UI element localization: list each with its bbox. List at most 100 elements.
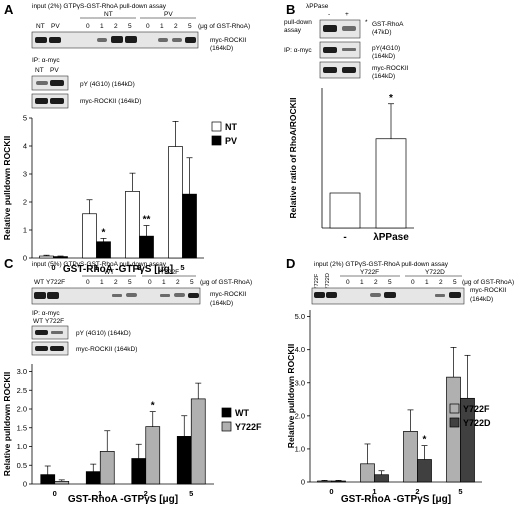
ip-band-label-c-2: myc-ROCKII (164kD) [76,346,137,353]
svg-text:5: 5 [188,23,192,30]
bar [39,255,54,259]
significance-label: * [389,93,393,104]
bar [329,192,361,229]
ip-lane-c-2: Y722F [45,318,64,325]
y-tick-label: 0 [23,480,27,489]
legend-label: Y722F [235,422,262,432]
legend-swatch [449,403,460,414]
y-axis-label: Relative pulldown ROCKII [2,372,12,476]
bar [139,235,154,259]
y-tick-label: 4 [23,142,27,151]
x-tick-label: 2 [415,487,419,496]
bar [375,138,407,229]
ip-band-label-a-1: pY (4G10) (164kD) [80,81,135,88]
bar [125,191,140,259]
blot-header-c: input (5%) GTPγS-GST-RhoA pull-down assa… [32,261,167,268]
x-tick-label: λPPase [373,232,409,243]
input-lane-a-1: NT [36,23,45,30]
bar [360,463,375,483]
bar [176,436,192,485]
y-tick-label: 1 [23,226,27,235]
y-tick-label: 1.0 [17,442,27,451]
svg-text:5: 5 [128,23,132,30]
band-size-a: (164kD) [210,45,233,52]
legend-label: Y722D [463,418,491,428]
blot-header-a: input (2%) GTPγS-GST-RhoA pull-down assa… [32,3,167,10]
legend-label: Y722F [463,404,490,414]
bar [131,458,147,485]
y-axis-label: Relative pulldown ROCKII [2,136,12,240]
ip-label-a: IP: α-myc [32,57,60,64]
y-tick-label: 3 [23,170,27,179]
group-label-a-2: PV [164,11,173,18]
svg-text:1: 1 [425,279,429,286]
ip-lane-a-2: PV [50,67,59,74]
legend-label: NT [225,122,237,132]
lambda-label-b: λPPase [306,3,329,10]
svg-text:1: 1 [360,279,364,286]
svg-text:2: 2 [174,23,178,30]
x-axis-label: GST-RhoA -GTPγS [μg] [63,264,173,275]
input-lane-c-2: Y722F [46,279,65,286]
y-tick-label: 2.0 [295,411,305,420]
y-tick-label: 2.5 [17,386,27,395]
band-size-d: (164kD) [470,296,493,303]
ip-label-c: IP: α-myc [32,310,60,317]
x-tick-label: 2 [137,263,141,272]
significance-label: * [102,227,106,238]
panel-d: D input (2%) GTPγS-GST-RhoA pull-down as… [286,256,514,505]
y-tick-label: 0 [23,254,27,263]
svg-text:0: 0 [86,279,90,286]
y-tick-label: 3.0 [295,378,305,387]
band-rock-size-b: (164kD) [372,73,395,80]
svg-text:0: 0 [346,279,350,286]
unit-note-d: (μg of GST-RhoA) [462,279,514,286]
svg-text:5: 5 [388,279,392,286]
svg-text:5: 5 [128,279,132,286]
bar [374,474,389,483]
significance-label: ** [143,215,151,226]
bar [317,480,332,483]
svg-text:2: 2 [374,279,378,286]
x-tick-label: 0 [329,487,333,496]
y-tick-label: 0 [301,478,305,487]
bar [417,459,432,483]
bar [96,241,111,259]
x-tick-label: 2 [144,489,148,498]
x-tick-label: 1 [372,487,376,496]
x-axis-label: GST-RhoA -GTPγS [μg] [341,494,451,505]
unit-note-c: (μg of GST-RhoA) [200,279,252,286]
band-label-a: myc-ROCKII [210,37,247,44]
blot-rock-b [319,61,361,79]
lambda-lane-b-2: + [345,11,349,18]
conc-lane-labels-d: 0 1 2 5 0 1 2 5 [346,279,457,286]
x-tick-label: 5 [458,487,462,496]
panel-a: A input (2%) GTPγS-GST-RhoA pull-down as… [2,2,250,275]
band-size-c: (164kD) [210,300,233,307]
ip-lane-c-1: WT [33,318,43,325]
bar [82,213,97,259]
ip-band-label-c-1: pY (4G10) (164kD) [76,330,131,337]
ip-blot-c-1 [31,325,69,340]
svg-text:5: 5 [453,279,457,286]
x-tick-label: 1 [94,263,98,272]
x-axis-label: GST-RhoA -GTPγS [μg] [68,494,178,505]
significance-label: * [423,435,427,446]
chart-d: 0 1.0 2.0 3.0 4.0 5.0 Relative pulldown ROCKII… [286,310,491,505]
input-lane-c-1: WT [34,279,44,286]
bar [53,256,68,259]
y-tick-label: 3.0 [17,367,27,376]
bar [40,474,56,485]
input-lane-d-1: Y722F [314,273,320,290]
bar [85,471,101,485]
bar [190,398,206,485]
x-tick-label: - [343,232,346,243]
legend-swatch [449,417,460,428]
x-tick-label: 5 [180,263,184,272]
y-tick-label: 2.0 [17,405,27,414]
panel-c: C input (5%) GTPγS-GST-RhoA pull-down as… [2,256,262,505]
pulldown-label-b-1: pull-down [284,19,312,26]
x-tick-label: 0 [53,489,57,498]
group-label-c-2: Y722F [160,269,179,276]
